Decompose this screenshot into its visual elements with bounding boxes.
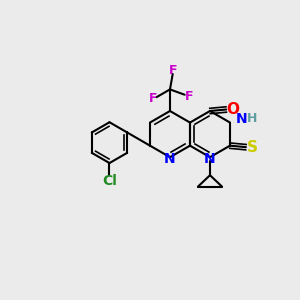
Text: Cl: Cl	[102, 174, 117, 188]
Text: N: N	[164, 152, 176, 166]
Text: O: O	[226, 102, 239, 117]
Text: N: N	[204, 152, 216, 166]
Text: F: F	[169, 64, 178, 77]
Text: F: F	[185, 90, 194, 103]
Text: F: F	[148, 92, 157, 105]
Text: N: N	[236, 112, 247, 126]
Text: S: S	[247, 140, 258, 154]
Text: H: H	[246, 112, 257, 125]
